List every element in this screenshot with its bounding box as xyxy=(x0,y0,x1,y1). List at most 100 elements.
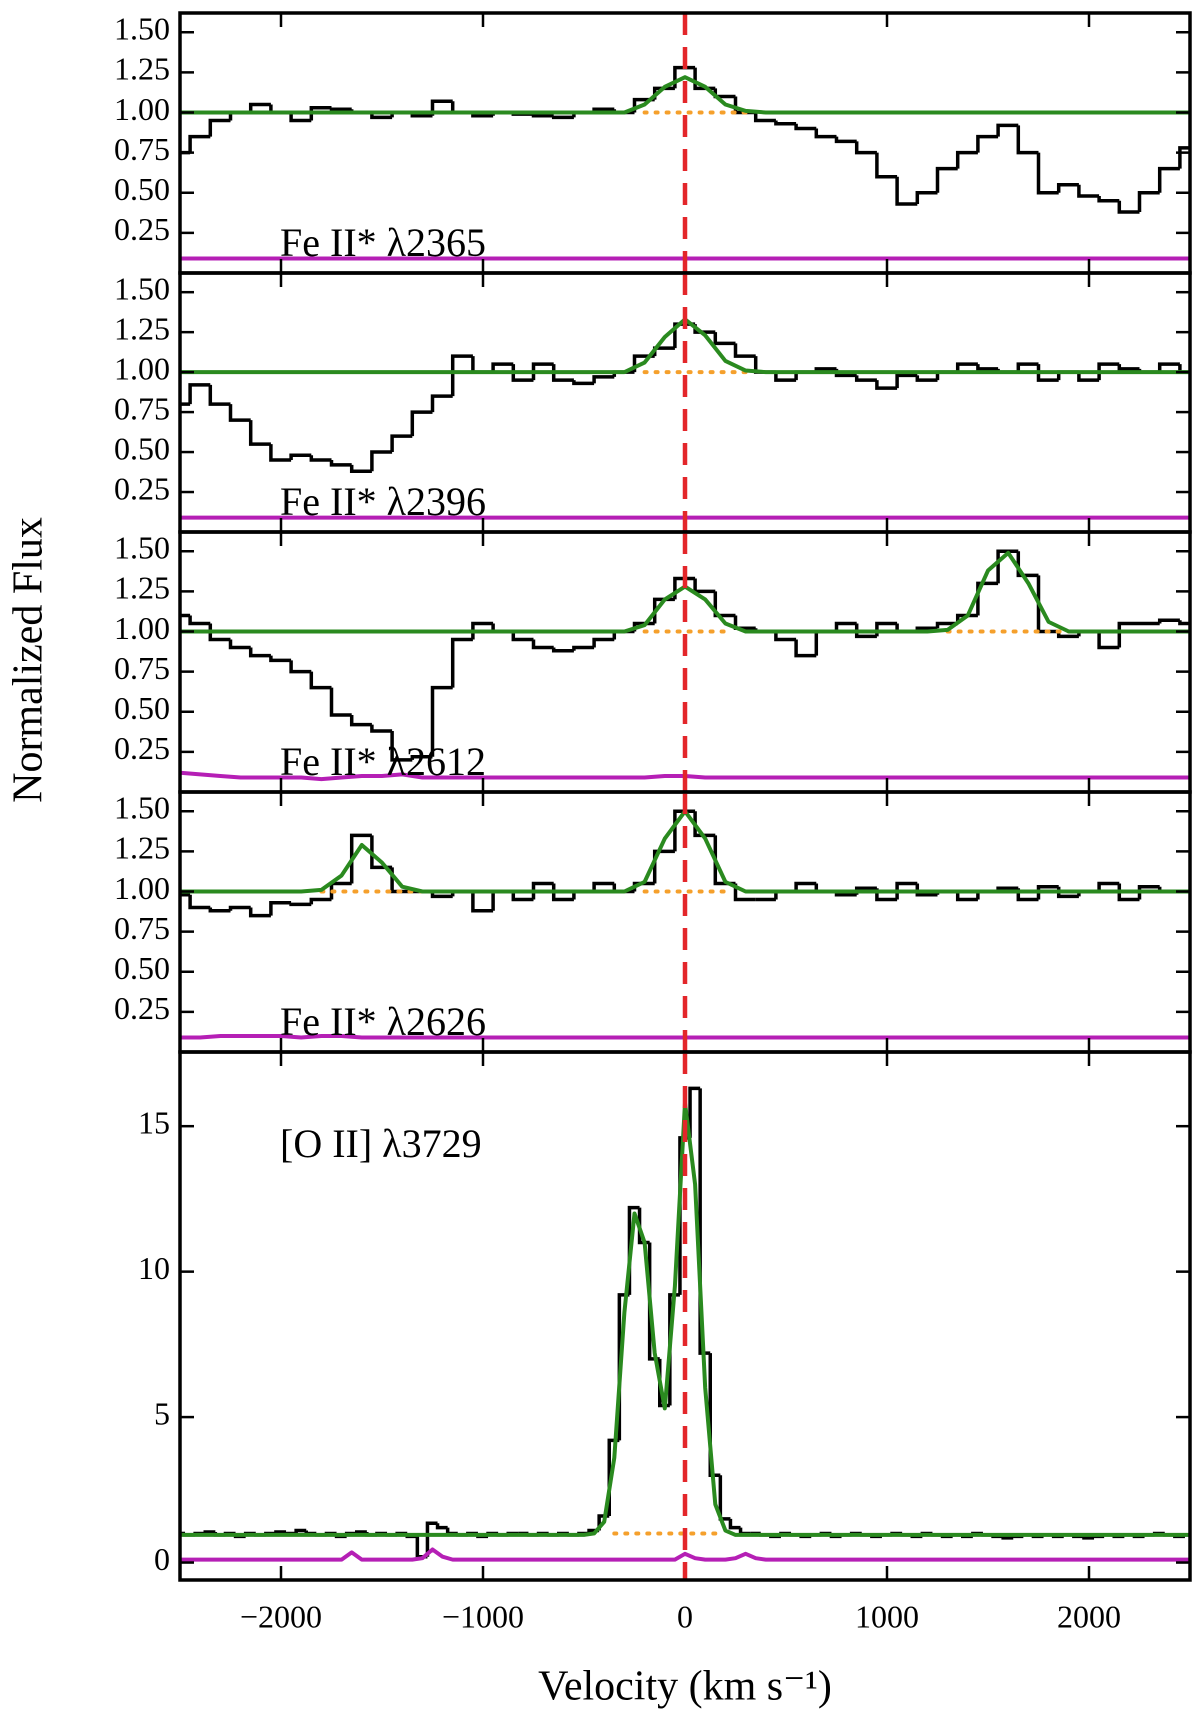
spectrum-step xyxy=(269,655,292,663)
spectrum-step xyxy=(511,631,534,642)
y-tick-label: 1.25 xyxy=(114,570,170,606)
panel xyxy=(180,809,1190,1040)
spectrum-step xyxy=(294,1528,307,1534)
x-tick-label: 2000 xyxy=(1057,1598,1121,1634)
spectrum-step xyxy=(551,883,574,902)
spectrum-step xyxy=(673,809,696,852)
y-tick-label: 0.25 xyxy=(114,211,170,247)
spectrum-step xyxy=(1117,200,1140,214)
spectrum-step xyxy=(738,1527,751,1536)
y-tick-label: 1.50 xyxy=(114,11,170,47)
y-tick-label: 5 xyxy=(154,1395,170,1431)
spectrum-step xyxy=(875,152,898,179)
y-tick-label: 0.75 xyxy=(114,390,170,426)
spectrum-step xyxy=(1097,631,1120,650)
spectrum-step xyxy=(996,123,1019,137)
spectrum-step xyxy=(1178,146,1190,169)
spectrum-step xyxy=(698,1088,711,1355)
spectrum-step xyxy=(188,134,211,153)
spectrum-step xyxy=(471,891,494,913)
x-tick-label: −2000 xyxy=(240,1598,322,1634)
spectrum-step xyxy=(1137,884,1160,900)
spectrum-step xyxy=(309,455,332,462)
y-tick-label: 1.25 xyxy=(114,51,170,87)
spectrum-step xyxy=(1157,166,1180,193)
spectrum-step xyxy=(814,629,837,656)
spectrum-step xyxy=(269,444,292,462)
spectrum-step xyxy=(248,420,271,446)
spectrum-step xyxy=(471,356,494,374)
y-tick-label: 0.25 xyxy=(114,470,170,506)
spectrum-step xyxy=(915,375,938,382)
spectrum-step xyxy=(652,849,675,884)
y-axis-label: Normalized Flux xyxy=(6,517,52,803)
spectrum-step xyxy=(329,107,352,112)
spectrum-step xyxy=(713,591,736,618)
spectrum-step xyxy=(834,621,857,632)
spectrum-step xyxy=(1016,125,1039,155)
spectrum-step xyxy=(531,881,554,900)
spectrum-step xyxy=(511,364,534,382)
spectrum-step xyxy=(390,434,413,453)
spectrum-step xyxy=(208,384,231,406)
spectrum-step xyxy=(491,889,514,911)
spectrum-step xyxy=(1097,881,1120,892)
y-tick-label: 0.75 xyxy=(114,910,170,946)
spectrum-step xyxy=(208,907,231,913)
spectrum-step xyxy=(430,394,453,413)
spectrum-step xyxy=(228,404,251,422)
spectrum-step xyxy=(1117,621,1140,648)
spectrum-step xyxy=(208,623,231,642)
y-tick-label: 1.25 xyxy=(114,830,170,866)
spectrum-step xyxy=(289,453,312,461)
spectrum-step xyxy=(875,380,898,390)
spectrum-step xyxy=(430,685,453,757)
spectrum-step xyxy=(1016,362,1039,373)
y-tick-label: 0.75 xyxy=(114,650,170,686)
spectrum-step xyxy=(491,362,514,373)
spectrum-step xyxy=(794,881,817,892)
spectrum-step xyxy=(976,364,999,371)
spectrum-step xyxy=(915,883,938,897)
spectrum-step xyxy=(915,191,938,204)
spectrum-step xyxy=(774,372,797,382)
spectrum-step xyxy=(309,105,332,121)
spectrum-step xyxy=(445,1527,458,1536)
spectrum-step xyxy=(895,176,918,206)
spectrum-step xyxy=(289,902,312,907)
spectrum-step xyxy=(370,450,393,472)
spectrum-step xyxy=(733,343,756,358)
spectrum-step xyxy=(1097,362,1120,381)
spectrum-step xyxy=(450,354,473,397)
spectrum-step xyxy=(572,645,595,651)
spectrum-step xyxy=(370,724,393,733)
spectrum-step xyxy=(289,660,312,674)
spectrum-step xyxy=(471,621,494,640)
spectrum-step xyxy=(693,811,716,838)
spectrum-step xyxy=(309,897,332,905)
spectrum-step xyxy=(713,88,736,99)
spectrum-step xyxy=(1157,618,1180,624)
spectrum-step xyxy=(410,754,433,760)
spectrum-step xyxy=(713,835,736,886)
spectrum-step xyxy=(349,714,372,727)
spectrum-step xyxy=(551,115,574,120)
annotation: Fe II* λ2365 xyxy=(280,220,486,265)
y-tick-label: 1.00 xyxy=(114,350,170,386)
model-line xyxy=(180,75,1190,115)
spectrum-step xyxy=(329,687,352,717)
spectrum-step xyxy=(349,464,372,473)
spectrum-step xyxy=(794,123,817,131)
spectrum-step xyxy=(774,120,797,126)
spectrum-step xyxy=(794,639,817,658)
spectrum-step xyxy=(228,905,251,911)
y-tick-label: 0.50 xyxy=(114,950,170,986)
spectrum-step xyxy=(854,375,877,382)
spectrum-step xyxy=(854,623,877,639)
y-tick-label: 0.25 xyxy=(114,990,170,1026)
y-tick-label: 0.50 xyxy=(114,430,170,466)
spectrum-step xyxy=(1056,182,1079,193)
spectrum-step xyxy=(834,136,857,144)
spectrum-step xyxy=(450,637,473,688)
spectrum-step xyxy=(1036,364,1059,382)
